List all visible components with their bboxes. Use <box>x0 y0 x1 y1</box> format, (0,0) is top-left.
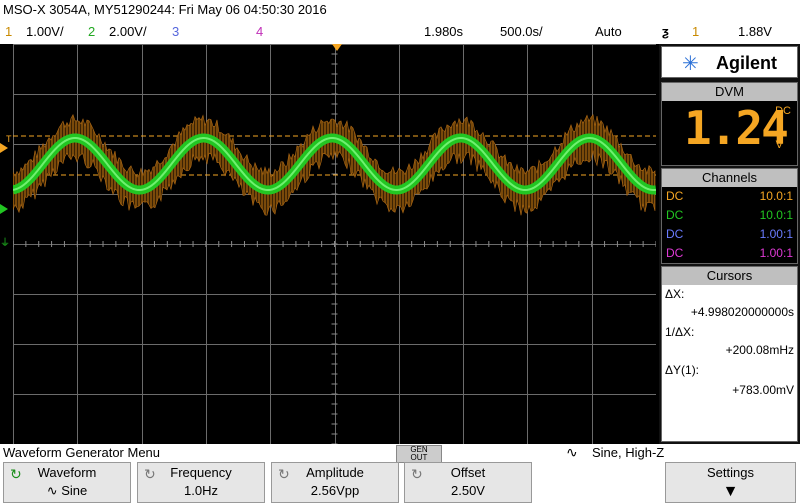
graticule <box>13 44 656 444</box>
channel-row[interactable]: DC 10.0:1 <box>662 187 797 206</box>
right-info-panel: ✳ Agilent DVM 1.24 DC V Channels DC 10.0:… <box>659 44 800 444</box>
delta-x-value: +4.998020000000s <box>690 305 794 319</box>
dvm-box[interactable]: DVM 1.24 DC V <box>661 82 798 166</box>
ch4-number[interactable]: 4 <box>256 24 264 39</box>
generator-status: Sine, High-Z <box>592 445 665 460</box>
channel-probe-ratio: 10.0:1 <box>759 208 793 222</box>
time-reference[interactable]: 1.980s <box>424 24 464 39</box>
ch2-sine-trace-core <box>13 136 656 192</box>
waveform-display[interactable] <box>13 44 656 444</box>
softkey-value: ∿ Sine <box>46 483 88 498</box>
cursors-header: Cursors <box>662 267 797 285</box>
trigger-position-marker[interactable] <box>332 44 342 51</box>
offset-softkey[interactable]: ↻ Offset 2.50V <box>404 462 532 503</box>
cursors-box[interactable]: Cursors ΔX: +4.998020000000s 1/ΔX: +200.… <box>661 266 798 442</box>
ch2-number[interactable]: 2 <box>88 24 96 39</box>
delta-y-label: ΔY(1): <box>665 363 700 377</box>
channels-box[interactable]: Channels DC 10.0:1 DC 10.0:1 DC 1.00:1 DC 1.00:… <box>661 168 798 264</box>
softkey-title: Offset <box>450 465 486 480</box>
gen-label: GEN <box>410 445 428 454</box>
sine-wave-icon: ∿ <box>566 444 578 460</box>
gen-out-badge[interactable]: GEN OUT <box>396 445 442 463</box>
softkey-title: Settings <box>707 465 754 480</box>
dvm-reading: 1.24 <box>684 101 789 155</box>
channel-probe-ratio: 10.0:1 <box>759 189 793 203</box>
ch1-number[interactable]: 1 <box>5 24 13 39</box>
trigger-channel[interactable]: 1 <box>692 24 700 39</box>
agilent-logo-icon: ✳ <box>682 53 699 75</box>
amplitude-softkey[interactable]: ↻ Amplitude 2.56Vpp <box>271 462 399 503</box>
softkey-title: Waveform <box>37 465 97 480</box>
brand-box: ✳ Agilent <box>661 46 798 78</box>
channels-header: Channels <box>662 169 797 187</box>
status-bar: 1 1.00V/ 2 2.00V/ 3 4 1.980s 500.0s/ Aut… <box>0 20 800 44</box>
rotary-knob-icon: ↻ <box>10 466 22 482</box>
brand-name: Agilent <box>716 53 777 73</box>
softkey-bar: Waveform Generator Menu GEN OUT ∿ Sine, … <box>0 444 800 503</box>
ch1-scale[interactable]: 1.00V/ <box>26 24 64 39</box>
channel-coupling: DC <box>666 189 684 203</box>
softkey-value: 2.50V <box>451 483 485 498</box>
dvm-mode: DC <box>775 105 791 117</box>
channel-row[interactable]: DC 1.00:1 <box>662 244 797 263</box>
channel-probe-ratio: 1.00:1 <box>759 246 793 260</box>
ch3-number[interactable]: 3 <box>172 24 180 39</box>
settings-softkey[interactable]: Settings ▼ <box>665 462 796 503</box>
channel-probe-ratio: 1.00:1 <box>759 227 793 241</box>
dvm-unit: V <box>775 139 783 151</box>
channel-row[interactable]: DC 10.0:1 <box>662 206 797 225</box>
delta-x-label: ΔX: <box>665 287 685 301</box>
channel-coupling: DC <box>666 246 684 260</box>
trigger-mode[interactable]: Auto <box>595 24 622 39</box>
softkey-title: Frequency <box>170 465 232 480</box>
channel-row[interactable]: DC 1.00:1 <box>662 225 797 244</box>
trigger-level[interactable]: 1.88V <box>738 24 772 39</box>
ch1-ground-marker[interactable] <box>0 143 8 153</box>
inverse-delta-x-value: +200.08mHz <box>725 343 794 357</box>
time-scale[interactable]: 500.0s/ <box>500 24 543 39</box>
softkey-value: 2.56Vpp <box>310 483 360 498</box>
dvm-header: DVM <box>662 83 797 101</box>
trigger-level-marker: T <box>6 134 12 144</box>
ch2-offset-marker[interactable] <box>0 204 8 214</box>
rotary-knob-icon: ↻ <box>411 466 423 482</box>
delta-y-value: +783.00mV <box>732 383 794 397</box>
ch2-ground-marker[interactable]: ⏚ <box>0 237 10 249</box>
out-label: OUT <box>410 453 428 462</box>
channel-coupling: DC <box>666 208 684 222</box>
rotary-knob-icon: ↻ <box>278 466 290 482</box>
waveform-softkey[interactable]: ↻ Waveform ∿ Sine <box>3 462 131 503</box>
channel-coupling: DC <box>666 227 684 241</box>
down-arrow-icon: ▼ <box>722 483 739 500</box>
menu-title: Waveform Generator Menu <box>3 445 161 460</box>
softkey-value: 1.0Hz <box>184 483 218 498</box>
window-title: MSO-X 3054A, MY51290244: Fri May 06 04:5… <box>0 0 800 20</box>
ch2-scale[interactable]: 2.00V/ <box>109 24 147 39</box>
trigger-edge-icon: ƺ <box>662 24 669 39</box>
softkey-title: Amplitude <box>306 465 364 480</box>
frequency-softkey[interactable]: ↻ Frequency 1.0Hz <box>137 462 265 503</box>
inverse-delta-x-label: 1/ΔX: <box>665 325 695 339</box>
left-marker-strip: T ⏚ <box>0 44 13 444</box>
sine-wave-icon: ∿ <box>46 483 62 498</box>
rotary-knob-icon: ↻ <box>144 466 156 482</box>
